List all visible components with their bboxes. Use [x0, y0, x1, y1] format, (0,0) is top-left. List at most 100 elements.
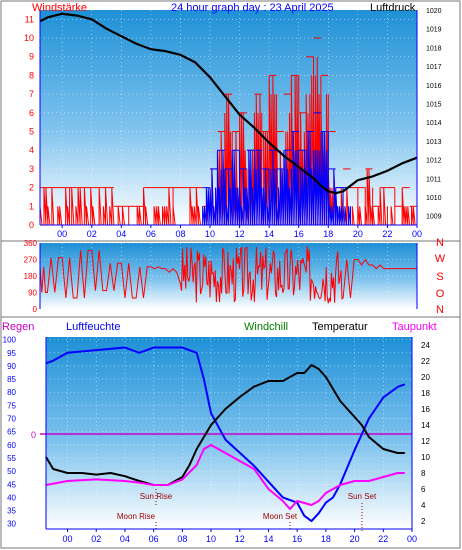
wind-gust-bar — [231, 150, 241, 226]
wind-speed-tick-label: 8 — [29, 70, 34, 80]
compass-label: N — [436, 237, 444, 249]
temperature-tick-label: 6 — [421, 485, 426, 494]
plot1-xtick-label: 10 — [205, 229, 215, 239]
wind-gust-bar — [327, 168, 337, 226]
plot3-xtick-label: 14 — [263, 534, 273, 544]
temperature-label: Temperatur — [312, 321, 368, 333]
wind-gust-bar — [202, 187, 211, 226]
humidity-tick-label: 50 — [7, 467, 16, 476]
wind-dir-tick-label: 90 — [28, 289, 37, 298]
event-annotation: Sun Rise — [140, 492, 173, 501]
humidity-tick-label: 70 — [7, 415, 16, 424]
humidity-label: Luftfeuchte — [66, 321, 120, 333]
plot1-xtick-label: 04 — [116, 229, 126, 239]
humidity-tick-label: 65 — [7, 428, 16, 437]
wind-gust-bar — [298, 150, 307, 226]
windchill-label: Windchill — [244, 321, 288, 333]
pressure-tick-label: 1010 — [426, 195, 442, 202]
temperature-tick-label: 18 — [421, 389, 430, 398]
wind-gust-bar — [253, 150, 263, 226]
pressure-tick-label: 1011 — [426, 176, 441, 183]
humidity-tick-label: 75 — [7, 401, 16, 410]
humidity-tick-label: 40 — [7, 493, 16, 502]
plot1-xtick-label: 12 — [235, 229, 245, 239]
pressure-tick-label: 1015 — [426, 101, 442, 108]
temperature-tick-label: 8 — [421, 469, 426, 478]
plot3-xtick-label: 00 — [407, 534, 417, 544]
wind-gust-bar — [290, 131, 300, 226]
plot3-xtick-label: 22 — [378, 534, 388, 544]
temperature-tick-label: 10 — [421, 453, 430, 462]
plot1-xtick-label: 08 — [175, 229, 185, 239]
temperature-tick-label: 12 — [421, 437, 430, 446]
wind-gust-bar — [268, 150, 278, 226]
dewpoint-line — [45, 444, 405, 510]
wind-speed-tick-label: 9 — [29, 52, 34, 62]
wind-speed-tick-label: 0 — [29, 220, 34, 230]
wind-speed-tick-label: 11 — [25, 14, 34, 24]
plot1-xtick-label: 22 — [382, 229, 392, 239]
wind-speed-bar — [364, 168, 374, 226]
compass-label: N — [436, 304, 444, 316]
dewpoint-label: Taupunkt — [392, 321, 437, 333]
pressure-label: Luftdruck — [370, 2, 416, 14]
temperature-tick-label: 20 — [421, 373, 430, 382]
wind-speed-tick-label: 4 — [29, 145, 34, 155]
plot3-xtick-label: 16 — [292, 534, 302, 544]
wind-gust-bar — [209, 168, 218, 226]
plot1-xtick-label: 00 — [57, 229, 67, 239]
wind-gust-bar — [239, 168, 248, 226]
plot3-xtick-label: 00 — [63, 534, 73, 544]
plot3-xtick-label: 04 — [120, 534, 130, 544]
pressure-tick-label: 1013 — [426, 139, 442, 146]
plot1-xtick-label: 00 — [412, 229, 422, 239]
wind-gust-bar — [313, 131, 322, 226]
plot1-xtick-label: 18 — [323, 229, 333, 239]
plot3-xtick-label: 18 — [321, 534, 331, 544]
wind-gust-bar — [224, 168, 233, 226]
plot3-area — [46, 337, 412, 529]
event-annotation: Moon Set — [263, 512, 298, 521]
wind-gust-bar — [335, 187, 344, 226]
wind-gust-bar — [276, 168, 285, 226]
wind-speed-tick-label: 3 — [29, 164, 34, 174]
wind-dir-tick-label: 0 — [33, 305, 38, 314]
humidity-tick-label: 30 — [7, 520, 16, 529]
chart-title: 24 hour graph day : 23 April 2025 — [171, 2, 334, 14]
humidity-tick-label: 80 — [7, 388, 16, 397]
pressure-tick-label: 1014 — [426, 120, 442, 127]
plot3-xtick-label: 12 — [235, 534, 245, 544]
pressure-line — [39, 12, 418, 195]
temperature-tick-label: 22 — [421, 357, 430, 366]
plot1-xtick-label: 14 — [264, 229, 274, 239]
panel3-frame — [0, 316, 461, 549]
wind-speed-tick-label: 2 — [29, 183, 34, 193]
wind-gust-bar — [216, 150, 226, 226]
pressure-tick-label: 1009 — [426, 214, 442, 221]
compass-label: S — [436, 271, 443, 283]
humidity-tick-label: 60 — [7, 441, 16, 450]
wind-speed-tick-label: 7 — [29, 89, 34, 99]
humidity-tick-label: 35 — [7, 507, 16, 516]
event-annotation: Moon Rise — [117, 512, 156, 521]
pressure-tick-label: 1012 — [426, 158, 442, 165]
pressure-tick-label: 1016 — [426, 83, 442, 90]
humidity-tick-label: 100 — [3, 336, 17, 345]
rain-value-label: 0 — [31, 430, 36, 440]
plot3-xtick-label: 08 — [177, 534, 187, 544]
plot1-xtick-label: 06 — [146, 229, 156, 239]
plot3-xtick-label: 02 — [91, 534, 101, 544]
temperature-line — [45, 364, 405, 486]
pressure-tick-label: 1018 — [426, 45, 442, 52]
pressure-tick-label: 1019 — [426, 27, 442, 34]
temperature-tick-label: 2 — [421, 517, 426, 526]
plot1-xtick-label: 16 — [294, 229, 304, 239]
humidity-tick-label: 95 — [7, 349, 16, 358]
humidity-tick-label: 85 — [7, 375, 16, 384]
rain-label: Regen — [2, 321, 34, 333]
wind-gust-bar — [305, 131, 315, 226]
humidity-line — [45, 346, 406, 523]
wind-speed-tick-label: 5 — [29, 127, 34, 137]
wind-speed-bar — [69, 187, 85, 226]
